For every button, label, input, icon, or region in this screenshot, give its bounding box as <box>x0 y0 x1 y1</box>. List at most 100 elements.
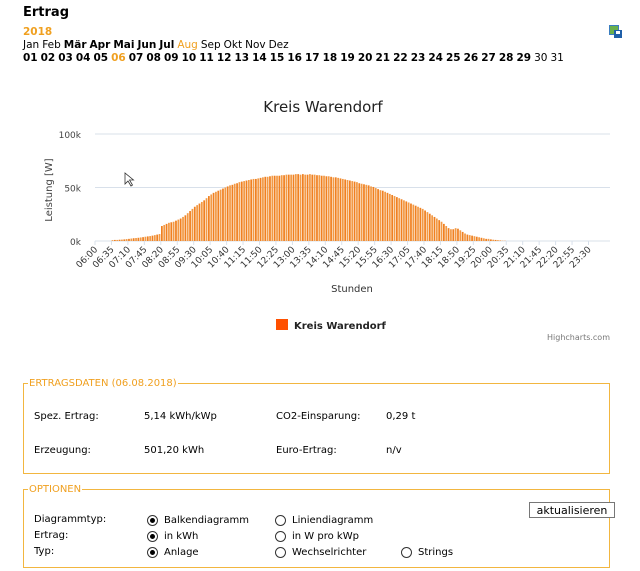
bar[interactable] <box>405 201 408 241</box>
month-jun[interactable]: Jun <box>137 39 157 51</box>
aktualisieren-button[interactable]: aktualisieren <box>529 502 615 518</box>
bar[interactable] <box>417 206 419 241</box>
bar[interactable] <box>407 202 410 241</box>
radio-wechselrichter[interactable]: Wechselrichter <box>275 547 366 558</box>
bar[interactable] <box>212 192 215 241</box>
bar[interactable] <box>247 180 250 241</box>
bar[interactable] <box>372 186 375 241</box>
month-mär[interactable]: Mär <box>63 39 87 51</box>
month-sep[interactable]: Sep <box>200 39 221 51</box>
bar[interactable] <box>203 200 206 241</box>
day-23[interactable]: 23 <box>410 52 426 64</box>
bar[interactable] <box>151 235 154 241</box>
bar[interactable] <box>266 176 269 241</box>
day-25[interactable]: 25 <box>446 52 461 64</box>
bar[interactable] <box>278 175 281 241</box>
bar[interactable] <box>208 196 210 241</box>
month-mai[interactable]: Mai <box>113 39 135 51</box>
bar[interactable] <box>271 175 274 241</box>
bar[interactable] <box>179 218 182 241</box>
bar[interactable] <box>323 175 325 241</box>
bar[interactable] <box>149 236 151 241</box>
bar[interactable] <box>419 207 422 241</box>
day-19[interactable]: 19 <box>340 52 355 64</box>
bar[interactable] <box>485 238 488 241</box>
bar[interactable] <box>344 179 347 241</box>
day-22[interactable]: 22 <box>393 52 408 64</box>
bar[interactable] <box>111 240 114 241</box>
bar[interactable] <box>205 198 208 241</box>
day-11[interactable]: 11 <box>199 52 214 64</box>
year-link[interactable]: 2018 <box>23 26 53 38</box>
bar[interactable] <box>386 192 389 241</box>
bar[interactable] <box>163 224 166 241</box>
month-feb[interactable]: Feb <box>42 39 61 51</box>
month-dez[interactable]: Dez <box>268 39 289 51</box>
bar[interactable] <box>240 181 243 241</box>
bar[interactable] <box>128 238 130 241</box>
month-jan[interactable]: Jan <box>23 39 40 51</box>
day-27[interactable]: 27 <box>481 52 496 64</box>
day-06[interactable]: 06 <box>111 52 126 64</box>
legend-swatch[interactable] <box>276 319 288 330</box>
bar[interactable] <box>316 175 318 241</box>
day-21[interactable]: 21 <box>375 52 391 64</box>
bar[interactable] <box>330 176 332 241</box>
bar[interactable] <box>396 197 398 241</box>
bar[interactable] <box>398 198 401 241</box>
bar[interactable] <box>297 174 300 241</box>
bar[interactable] <box>137 237 140 241</box>
bar[interactable] <box>379 190 382 241</box>
bar[interactable] <box>363 184 365 241</box>
bar[interactable] <box>341 178 344 241</box>
bar[interactable] <box>461 231 464 241</box>
day-12[interactable]: 12 <box>216 52 232 64</box>
month-okt[interactable]: Okt <box>223 39 243 51</box>
bar[interactable] <box>304 174 307 241</box>
day-31[interactable]: 31 <box>550 52 564 64</box>
bar[interactable] <box>135 238 137 241</box>
bar[interactable] <box>114 239 116 241</box>
bar[interactable] <box>374 188 377 241</box>
bar[interactable] <box>384 191 386 241</box>
bar[interactable] <box>243 181 245 241</box>
bar[interactable] <box>184 215 187 241</box>
bar[interactable] <box>492 239 495 241</box>
bar[interactable] <box>299 174 302 241</box>
bar[interactable] <box>193 206 196 241</box>
bar[interactable] <box>276 175 278 241</box>
bar[interactable] <box>482 238 485 241</box>
bar[interactable] <box>480 237 483 241</box>
bar[interactable] <box>116 239 119 241</box>
bar[interactable] <box>414 205 417 241</box>
bar[interactable] <box>337 177 339 241</box>
day-13[interactable]: 13 <box>234 52 250 64</box>
bar[interactable] <box>360 183 363 241</box>
bar[interactable] <box>287 174 290 241</box>
bar[interactable] <box>426 212 429 241</box>
bar[interactable] <box>447 228 450 241</box>
bar[interactable] <box>367 185 370 241</box>
day-02[interactable]: 02 <box>40 52 56 64</box>
bar[interactable] <box>285 174 288 241</box>
bar[interactable] <box>172 221 175 241</box>
bar[interactable] <box>403 200 405 241</box>
day-18[interactable]: 18 <box>322 52 338 64</box>
bar[interactable] <box>325 176 328 241</box>
radio-anlage[interactable]: Anlage <box>147 547 199 558</box>
bar[interactable] <box>471 235 473 241</box>
bar[interactable] <box>353 181 356 241</box>
bar[interactable] <box>226 186 229 241</box>
bar[interactable] <box>370 186 372 241</box>
bar[interactable] <box>431 215 433 241</box>
bar[interactable] <box>318 175 321 241</box>
radio-in-w-pro-kwp[interactable]: in W pro kWp <box>275 531 359 542</box>
bar[interactable] <box>327 176 330 241</box>
bar[interactable] <box>438 220 441 241</box>
bar[interactable] <box>130 238 133 241</box>
day-08[interactable]: 08 <box>146 52 161 64</box>
bar[interactable] <box>229 185 231 241</box>
bar[interactable] <box>170 222 173 241</box>
bar[interactable] <box>165 223 168 241</box>
bar[interactable] <box>153 235 156 241</box>
